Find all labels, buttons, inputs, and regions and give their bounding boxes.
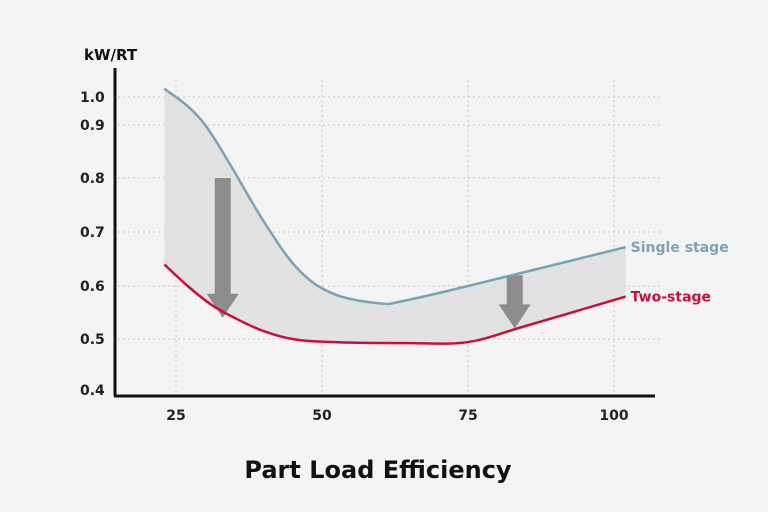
series-line-two-stage	[163, 263, 627, 345]
y-tick-label: 0.9	[80, 118, 105, 134]
y-axis-label: kW/RT	[84, 46, 138, 64]
down-arrow	[206, 178, 239, 318]
y-tick-label: 0.7	[80, 225, 105, 241]
x-tick-label: 25	[166, 408, 185, 424]
x-tick-label: 50	[312, 408, 332, 424]
x-tick-labels: 25 50 75 100	[166, 408, 629, 424]
legend: Single stage Two-stage	[631, 240, 729, 305]
y-tick-label: 0.6	[80, 279, 105, 295]
series-lines	[163, 87, 627, 345]
series-line-single-stage	[163, 87, 626, 306]
y-tick-labels: 0.4 0.5 0.6 0.7 0.8 0.9 1.0	[80, 90, 105, 399]
x-tick-label: 75	[458, 408, 477, 424]
y-tick-label: 0.8	[80, 171, 105, 187]
reduction-arrows	[206, 178, 531, 329]
legend-label: Two-stage	[631, 290, 711, 306]
y-tick-label: 0.4	[80, 383, 105, 399]
chart-title: Part Load Efficiency	[244, 456, 512, 484]
shaded-difference-area	[164, 88, 626, 344]
legend-label: Single stage	[631, 240, 729, 256]
y-tick-label: 0.5	[80, 332, 105, 348]
down-arrow	[498, 275, 531, 329]
x-tick-label: 100	[599, 408, 628, 424]
y-tick-label: 1.0	[80, 90, 105, 106]
